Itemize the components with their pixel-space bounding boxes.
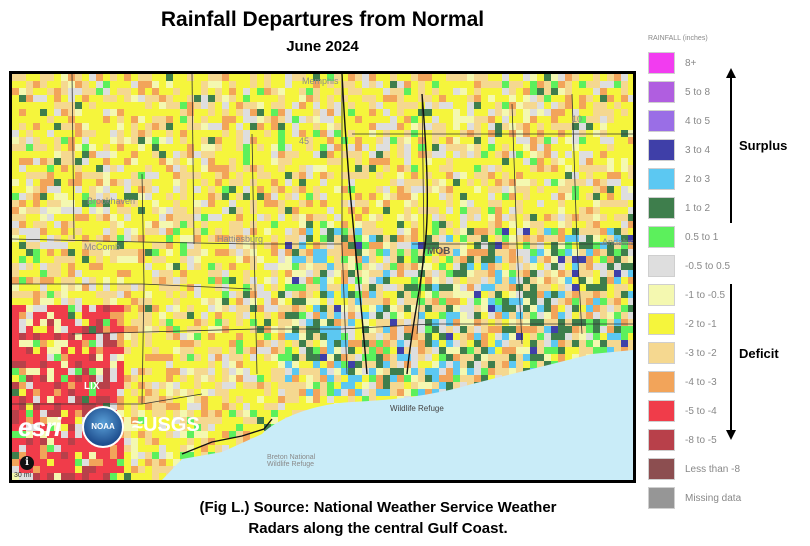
legend-item: -2 to -1	[648, 313, 717, 335]
legend-item: -5 to -4	[648, 400, 717, 422]
map-label-route-45: 45	[299, 136, 310, 146]
usgs-logo: ≈USGS	[132, 414, 200, 436]
legend-item: 8+	[648, 52, 696, 74]
legend-item: 0.5 to 1	[648, 226, 718, 248]
legend-label: 4 to 5	[685, 115, 711, 127]
map-label-mob: MOB	[427, 246, 451, 257]
deficit-arrow-icon	[726, 284, 736, 440]
map-label-memphis: Memphis	[302, 76, 339, 86]
legend-swatch	[648, 487, 675, 509]
legend-label: Less than -8	[685, 463, 741, 475]
rainfall-raster	[12, 74, 633, 480]
map-label-hattiesburg: Hattiesburg	[217, 234, 264, 244]
legend-swatch	[648, 139, 675, 161]
legend-swatch	[648, 255, 675, 277]
scale-bar: 30 mi	[14, 472, 32, 479]
noaa-logo-text: NOAA	[91, 422, 115, 431]
legend-label: 0.5 to 1	[685, 231, 719, 243]
noaa-logo: NOAA	[82, 406, 124, 448]
legend-swatch	[648, 429, 675, 451]
legend-label: 5 to 8	[685, 86, 711, 98]
legend-item: -8 to -5	[648, 429, 717, 451]
legend-swatch	[648, 81, 675, 103]
legend-label: 1 to 2	[685, 202, 711, 214]
legend-swatch	[648, 197, 675, 219]
legend-item: -1 to -0.5	[648, 284, 725, 306]
figure-caption: (Fig L.) Source: National Weather Servic…	[150, 497, 606, 539]
legend-item: -0.5 to 0.5	[648, 255, 730, 277]
legend-item: 1 to 2	[648, 197, 710, 219]
legend-swatch	[648, 400, 675, 422]
coastal-water	[162, 434, 262, 480]
map-label-lix: LIX	[84, 381, 100, 392]
map-label-wildlife-refuge: Wildlife Refuge	[390, 404, 444, 413]
legend-label: -2 to -1	[685, 318, 717, 330]
legend-swatch	[648, 226, 675, 248]
legend-item: -3 to -2	[648, 342, 717, 364]
legend-swatch	[648, 458, 675, 480]
rainfall-map[interactable]: Memphis Brookhaven McComb Hattiesburg MO…	[9, 71, 636, 483]
legend-item: 2 to 3	[648, 168, 710, 190]
legend-label: -3 to -2	[685, 347, 717, 359]
legend-label: -4 to -3	[685, 376, 717, 388]
legend-label: 2 to 3	[685, 173, 711, 185]
legend-item: Less than -8	[648, 458, 740, 480]
caption-line-1: (Fig L.) Source: National Weather Servic…	[199, 499, 557, 516]
legend-item: 4 to 5	[648, 110, 710, 132]
deficit-label: Deficit	[739, 346, 779, 361]
legend-swatch	[648, 313, 675, 335]
legend-label: 8+	[685, 57, 697, 69]
map-subtitle: June 2024	[286, 38, 359, 55]
info-icon[interactable]: i	[20, 456, 34, 470]
surplus-arrow-icon	[726, 68, 736, 223]
legend-swatch	[648, 110, 675, 132]
map-label-brookhaven: Brookhaven	[87, 196, 136, 206]
legend-item: 3 to 4	[648, 139, 710, 161]
legend-swatch	[648, 284, 675, 306]
map-label-breton-refuge: Breton National Wildlife Refuge	[267, 454, 316, 468]
map-title: Rainfall Departures from Normal	[160, 8, 485, 31]
caption-line-2: Radars along the central Gulf Coast.	[248, 520, 508, 537]
legend-item: 5 to 8	[648, 81, 710, 103]
legend-item: Missing data	[648, 487, 741, 509]
legend-swatch	[648, 168, 675, 190]
legend-swatch	[648, 371, 675, 393]
legend-title: RAINFALL (inches)	[648, 35, 708, 42]
legend-item: -4 to -3	[648, 371, 717, 393]
legend-label: 3 to 4	[685, 144, 711, 156]
map-label-mccomb: McComb	[84, 242, 121, 252]
legend-label: -0.5 to 0.5	[685, 260, 731, 272]
surplus-label: Surplus	[739, 138, 788, 153]
legend-label: -1 to -0.5	[685, 289, 726, 301]
map-label-route-10: 10	[572, 114, 583, 124]
gulf-water	[262, 350, 633, 480]
legend-label: -8 to -5	[685, 434, 717, 446]
legend-swatch	[648, 342, 675, 364]
legend-swatch	[648, 52, 675, 74]
legend-label: -5 to -4	[685, 405, 717, 417]
map-label-andalusia: Andalusia	[602, 237, 635, 247]
legend-label: Missing data	[685, 492, 742, 504]
esri-logo: esri	[18, 412, 61, 442]
